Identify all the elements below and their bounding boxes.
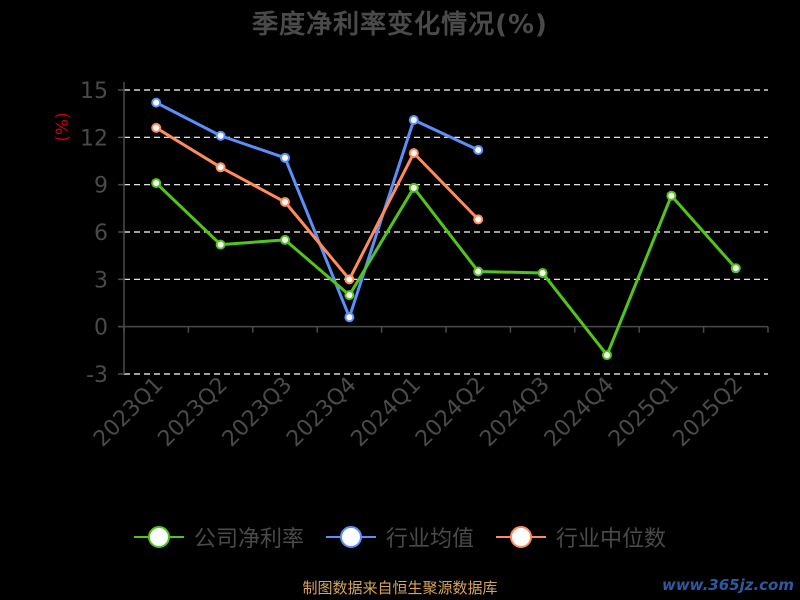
legend-swatch (325, 525, 376, 549)
x-tick-label: 2023Q2 (153, 373, 232, 452)
x-tick-label: 2023Q3 (218, 373, 297, 452)
data-point (215, 239, 226, 250)
chart-title: 季度净利率变化情况(%) (252, 10, 548, 40)
data-point (215, 162, 226, 173)
data-point (280, 152, 290, 163)
x-tick-label: 2023Q4 (282, 373, 361, 452)
series-line (155, 126, 480, 281)
x-tick-label: 2024Q3 (475, 373, 554, 452)
data-point (473, 214, 484, 225)
legend-label: 公司净利率 (193, 527, 304, 552)
data-point (151, 178, 162, 189)
x-tick-label: 2024Q2 (411, 373, 490, 452)
data-point (473, 144, 484, 155)
data-point (215, 130, 226, 141)
data-point (473, 266, 484, 277)
x-tick-label: 2025Q1 (604, 373, 683, 452)
data-point (344, 312, 355, 323)
y-tick-label: -3 (86, 363, 108, 388)
y-tick-label: 0 (94, 316, 108, 341)
data-point (408, 114, 419, 125)
legend-item[interactable]: 行业中位数 (496, 521, 666, 553)
data-point (151, 97, 162, 108)
data-point (344, 290, 355, 301)
data-point (730, 263, 741, 274)
y-tick-label: 15 (80, 79, 108, 104)
data-point (537, 268, 548, 279)
legend-swatch (496, 525, 546, 549)
data-point (344, 274, 355, 285)
legend-item[interactable]: 行业均值 (325, 521, 474, 553)
source-note: 制图数据来自恒生聚源数据库 (302, 579, 498, 597)
data-point (666, 190, 677, 201)
data-point (151, 122, 162, 133)
y-tick-label: 6 (94, 221, 108, 246)
data-point (602, 350, 612, 361)
data-point (408, 148, 419, 159)
data-point (280, 197, 290, 208)
data-point (408, 182, 419, 193)
series-line (155, 182, 737, 357)
data-point (280, 234, 290, 245)
y-tick-label: 12 (80, 126, 108, 151)
legend: 公司净利率 行业均值 行业中位数 (0, 520, 800, 554)
series-lines (151, 97, 741, 361)
legend-item[interactable]: 公司净利率 (133, 521, 304, 553)
y-tick-label: 9 (94, 174, 108, 199)
watermark: www.365jz.com (661, 576, 794, 594)
series-line (155, 101, 479, 319)
x-tick-label: 2024Q4 (540, 373, 619, 452)
x-tick-label: 2024Q1 (347, 373, 426, 452)
axes: 15129630-32023Q12023Q22023Q32023Q42024Q1… (80, 79, 769, 452)
legend-swatch (133, 525, 184, 549)
x-tick-label: 2025Q2 (669, 373, 748, 452)
legend-label: 行业均值 (385, 527, 474, 552)
y-tick-label: 3 (94, 268, 108, 293)
legend-label: 行业中位数 (556, 527, 667, 552)
